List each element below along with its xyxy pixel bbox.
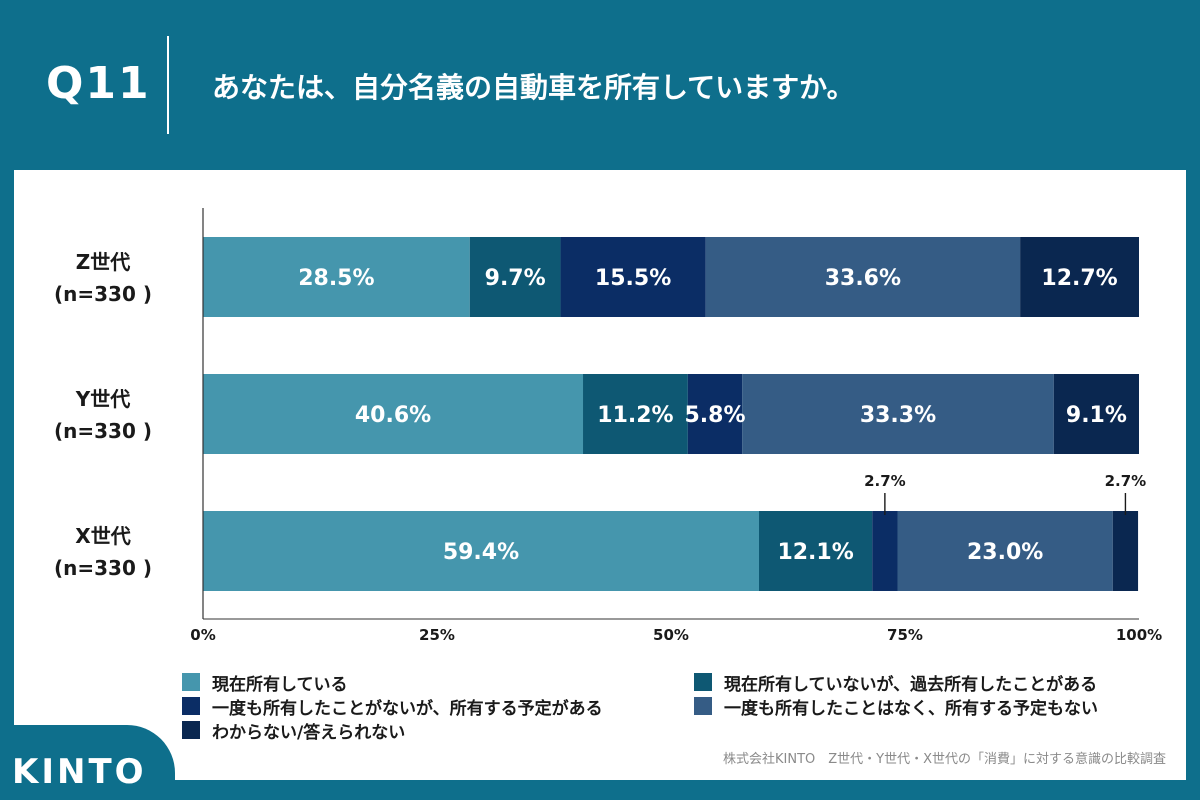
bar-segment [705, 237, 1021, 317]
legend-item: わからない/答えられない [182, 719, 694, 743]
x-tick-label: 25% [419, 626, 455, 644]
labels-layer: 28.5% 9.7% 15.5% 33.6% 12.7% 40.6% 11.2% 5.8% 33… [298, 266, 1146, 565]
bar-segment [687, 374, 743, 454]
source-note: 株式会社KINTO Z世代・Y世代・X世代の「消費」に対する意識の比較調査 [722, 752, 1166, 767]
legend-item: 現在所有していないが、過去所有したことがある [694, 671, 1164, 695]
bar-segment [203, 511, 759, 591]
question-number: Q11 [46, 58, 151, 109]
bar-segment [897, 511, 1113, 591]
x-tick-label: 50% [653, 626, 689, 644]
x-tick-label: 0% [190, 626, 215, 644]
bars-layer [203, 237, 1139, 591]
header-divider [167, 36, 169, 134]
bar-value-label: 12.7% [1041, 266, 1117, 291]
chart-panel: 28.5% 9.7% 15.5% 33.6% 12.7% 40.6% 11.2% 5.8% 33… [14, 170, 1186, 780]
bar-value-label: 33.6% [825, 266, 901, 291]
bar-segment [1112, 511, 1139, 591]
bar-value-label: 40.6% [355, 403, 431, 428]
bar-segment [469, 237, 561, 317]
bar-segment [742, 374, 1054, 454]
bar-value-label: 59.4% [443, 540, 519, 565]
categories-layer: Z世代 (n=330 ) Y世代 (n=330 ) X世代 (n=330 ) [54, 250, 152, 580]
bar-value-label: 2.7% [1105, 472, 1147, 490]
bar-segment [1020, 237, 1139, 317]
legend-swatch [694, 697, 712, 715]
bar-value-label: 33.3% [860, 403, 936, 428]
category-sample-label: (n=330 ) [54, 556, 152, 580]
bar-value-label: 23.0% [967, 540, 1043, 565]
bar-segment [1053, 374, 1139, 454]
legend-label: 現在所有している [212, 674, 348, 695]
bar-value-label: 9.7% [485, 266, 546, 291]
bar-value-label: 12.1% [777, 540, 853, 565]
bar-segment [203, 374, 584, 454]
x-tick-label: 100% [1116, 626, 1162, 644]
x-tick-label: 75% [887, 626, 923, 644]
bar-segment [758, 511, 873, 591]
bar-value-label: 5.8% [684, 403, 745, 428]
category-sample-label: (n=330 ) [54, 282, 152, 306]
bar-value-label: 11.2% [597, 403, 673, 428]
ticks-layer: 0% 25% 50% 75% 100% [190, 626, 1162, 644]
kinto-logo: KINTO [12, 752, 147, 792]
legend-swatch [182, 673, 200, 691]
category-label: Z世代 [76, 250, 131, 274]
question-title: あなたは、自分名義の自動車を所有していますか。 [212, 71, 855, 104]
header: Q11 あなたは、自分名義の自動車を所有していますか。 [0, 0, 1200, 170]
bar-segment [583, 374, 688, 454]
legend-swatch [694, 673, 712, 691]
logo-background [0, 725, 175, 800]
category-sample-label: (n=330 ) [54, 419, 152, 443]
legend-item: 現在所有している [182, 671, 694, 695]
legend-item: 一度も所有したことがないが、所有する予定がある [182, 695, 694, 719]
bar-value-label: 2.7% [864, 472, 906, 490]
bar-segment [872, 511, 898, 591]
bar-segment [560, 237, 706, 317]
legend-swatch [182, 697, 200, 715]
bar-value-label: 9.1% [1066, 403, 1127, 428]
legend-swatch [182, 721, 200, 739]
bar-segment [203, 237, 470, 317]
bar-value-label: 15.5% [595, 266, 671, 291]
legend: 現在所有している 現在所有していないが、過去所有したことがある一度も所有したことが… [182, 671, 1172, 743]
legend-item: 一度も所有したことはなく、所有する予定もない [694, 695, 1164, 719]
legend-label: 一度も所有したことがないが、所有する予定がある [212, 698, 603, 719]
category-label: X世代 [75, 524, 130, 548]
bar-value-label: 28.5% [298, 266, 374, 291]
legend-label: わからない/答えられない [212, 722, 406, 743]
legend-label: 一度も所有したことはなく、所有する予定もない [724, 698, 1098, 719]
legend-label: 現在所有していないが、過去所有したことがある [724, 674, 1098, 695]
category-label: Y世代 [75, 387, 130, 411]
stacked-bar-chart: 28.5% 9.7% 15.5% 33.6% 12.7% 40.6% 11.2% 5.8% 33… [54, 208, 1162, 644]
